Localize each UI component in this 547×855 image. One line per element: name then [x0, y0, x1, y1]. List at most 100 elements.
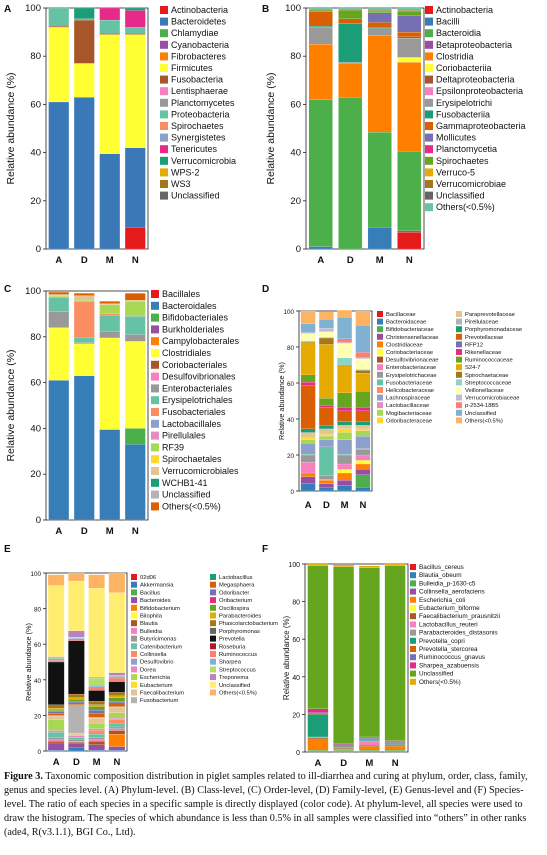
- y-tick-label-a: 0: [36, 244, 41, 255]
- bar-segment-d: [319, 405, 334, 408]
- legend-label-e: Bacillus: [140, 590, 160, 596]
- bar-segment-e: [88, 728, 105, 731]
- legend-label-f: Bulleidia_p-1630-c5: [419, 580, 476, 587]
- legend-swatch-b: [425, 191, 433, 200]
- y-tick-label-c: 60: [30, 378, 41, 389]
- legend-swatch-a: [160, 156, 168, 165]
- legend-label-f: Prevotella_stercorea: [419, 646, 478, 653]
- bar-segment-b: [367, 35, 392, 133]
- bar-segment-a: [124, 7, 146, 11]
- legend-label-e: Butyricimonas: [140, 637, 177, 643]
- y-tick-label-b: 100: [285, 3, 301, 14]
- bar-segment-b: [397, 10, 422, 12]
- legend-label-c: Coriobacteriales: [162, 360, 228, 370]
- legend-label-d: Bacteroidaceae: [386, 320, 426, 326]
- bar-segment-d: [337, 485, 353, 492]
- legend-swatch-b: [425, 40, 433, 49]
- bar-segment-f: [333, 743, 355, 745]
- bar-segment-d: [300, 454, 316, 463]
- y-tick-label-b: 20: [290, 196, 301, 207]
- x-tick-label-f: N: [392, 758, 399, 769]
- legend-label-b: Actinobacteria: [436, 5, 493, 15]
- legend-label-c: Erysipelotrichales: [162, 395, 233, 405]
- legend-c: Bacillales Bacteroidales Bifidobacteriales…: [151, 289, 240, 511]
- bar-segment-a: [48, 7, 70, 27]
- bar-segment-c: [99, 429, 121, 521]
- plot-frame-a: [45, 7, 149, 250]
- x-tick-label-d: D: [323, 500, 330, 511]
- legend-swatch-b: [425, 156, 433, 165]
- bar-segment-d: [300, 437, 316, 440]
- bar-segment-b: [397, 32, 422, 37]
- bar-segment-e: [68, 702, 85, 705]
- caption-label: Figure 3.: [4, 771, 43, 782]
- bar-segment-c: [48, 327, 70, 381]
- bar-segment-e: [47, 574, 65, 586]
- legend-swatch-d: [377, 417, 383, 424]
- legend-swatch-a: [160, 191, 168, 200]
- bar-segment-d: [355, 436, 371, 449]
- legend-label-d: Ruminococcaceae: [465, 358, 513, 364]
- bar-segment-e: [108, 572, 126, 593]
- bar-segment-b: [397, 15, 422, 33]
- bar-segment-a: [48, 26, 70, 28]
- bar-segment-d: [300, 462, 316, 474]
- y-tick-label-a: 80: [30, 51, 41, 62]
- bar-segment-b: [367, 11, 392, 13]
- y-tick-label-e: 40: [34, 678, 42, 685]
- bar-segment-d: [319, 446, 334, 476]
- bar-segment-b: [397, 36, 422, 39]
- bar-segment-d: [319, 331, 334, 338]
- legend-label-d: Erysipelotrichaceae: [386, 373, 437, 379]
- bar-segment-e: [68, 637, 85, 639]
- bar-segment-e: [68, 743, 85, 748]
- bar-segment-d: [300, 443, 316, 455]
- legend-swatch-e: [131, 574, 137, 580]
- bar-segment-d: [300, 472, 316, 477]
- legend-swatch-e: [131, 604, 137, 611]
- legend-swatch-e: [210, 581, 216, 588]
- legend-swatch-b: [425, 52, 433, 61]
- bar-segment-e: [47, 742, 65, 751]
- legend-label-d: Others(<0.5%): [465, 418, 503, 424]
- legend-label-d: Unclassified: [465, 411, 496, 417]
- bar-segment-d: [355, 463, 371, 470]
- bar-segment-e: [47, 715, 65, 717]
- bar-segment-d: [300, 342, 316, 375]
- bar-segment-d: [337, 421, 353, 426]
- bar-segment-c: [48, 294, 70, 296]
- legend-label-f: Blautia_obeum: [419, 572, 462, 579]
- legend-swatch-d: [456, 417, 462, 424]
- bar-segment-d: [319, 434, 334, 437]
- legend-swatch-d: [456, 364, 462, 371]
- x-tick-label-b: N: [406, 255, 413, 266]
- bar-segment-d: [355, 373, 371, 392]
- legend-swatch-a: [160, 75, 168, 84]
- legend-swatch-d: [456, 356, 462, 363]
- y-tick-label-e: 0: [37, 749, 41, 756]
- y-tick-label-a: 40: [30, 148, 41, 159]
- bar-segment-b: [367, 227, 392, 250]
- bar-segment-f: [384, 746, 406, 751]
- bar-segment-b: [397, 7, 422, 11]
- bar-segment-b: [338, 62, 363, 64]
- bar-segment-e: [47, 704, 65, 709]
- legend-swatch-d: [377, 394, 383, 401]
- bar-segment-f: [307, 708, 329, 713]
- bar-segment-f: [307, 750, 329, 753]
- panel-label-f: F: [262, 544, 268, 555]
- legend-swatch-d: [456, 318, 462, 325]
- legend-swatch-a: [160, 17, 168, 26]
- bar-segment-e: [88, 701, 105, 705]
- bar-segment-e: [108, 717, 126, 720]
- legend-label-e: Oscillospira: [219, 606, 250, 612]
- bar-segment-f: [359, 741, 380, 746]
- legend-swatch-d: [456, 379, 462, 386]
- legend-swatch-c: [151, 337, 159, 346]
- legend-label-d: Clostridiaceae: [386, 342, 423, 348]
- bar-segment-c: [99, 314, 121, 332]
- y-tick-label-d: 80: [287, 345, 295, 352]
- bar-segment-e: [108, 692, 126, 696]
